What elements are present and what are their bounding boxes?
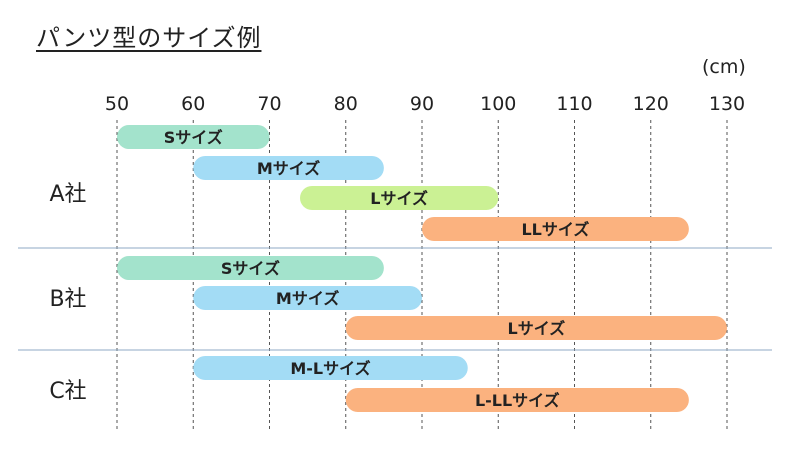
x-tick-label: 120 [633, 93, 669, 115]
bar-label: Sサイズ [221, 259, 280, 278]
chart-title: パンツ型のサイズ例 [36, 24, 262, 52]
group-label: A社 [49, 182, 86, 207]
x-tick-label: 90 [410, 93, 434, 115]
range-bar [300, 186, 499, 210]
range-bar [117, 256, 384, 280]
bar-label: Mサイズ [276, 289, 339, 308]
bar-label: LLサイズ [521, 220, 589, 239]
range-bar [345, 316, 727, 340]
range-bar [193, 156, 384, 180]
range-bar [345, 388, 689, 412]
range-bar [117, 125, 270, 149]
bar-label: Lサイズ [370, 189, 428, 208]
range-bar [193, 286, 422, 310]
x-tick-label: 110 [556, 93, 592, 115]
bar-label: Mサイズ [257, 159, 320, 178]
x-tick-label: 100 [480, 93, 516, 115]
bar-label: Lサイズ [508, 319, 566, 338]
x-tick-label: 80 [334, 93, 358, 115]
bar-label: M-Lサイズ [290, 359, 370, 378]
group-label: B社 [49, 287, 86, 312]
x-tick-label: 70 [257, 93, 281, 115]
x-tick-label: 60 [181, 93, 205, 115]
range-bar [193, 356, 468, 380]
x-tick-label: 50 [105, 93, 129, 115]
bar-label: L-LLサイズ [475, 391, 560, 410]
group-label: C社 [49, 379, 86, 404]
bar-label: Sサイズ [164, 128, 223, 147]
x-tick-label: 130 [709, 93, 745, 115]
unit-label: (cm) [702, 56, 746, 78]
range-bar [422, 217, 689, 241]
